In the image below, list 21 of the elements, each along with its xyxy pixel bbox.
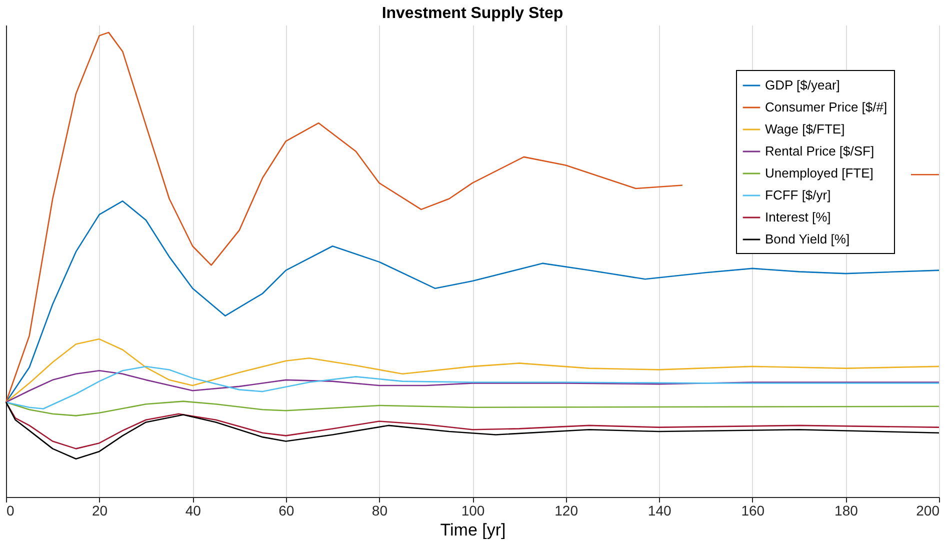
x-tick-label: 160 xyxy=(741,502,765,518)
legend-label: Wage [$/FTE] xyxy=(765,122,845,136)
legend-label: Unemployed [FTE] xyxy=(765,166,874,180)
x-tick-label: 0 xyxy=(6,502,14,518)
legend-label: Interest [%] xyxy=(765,210,831,224)
x-tick-label: 60 xyxy=(278,502,294,518)
x-tick-label: 200 xyxy=(916,502,940,518)
x-tick-label: 40 xyxy=(185,502,202,518)
x-tick-label: 20 xyxy=(92,502,108,518)
legend-label: FCFF [$/yr] xyxy=(765,188,831,202)
legend-label: Rental Price [$/SF] xyxy=(765,144,874,158)
legend-label: GDP [$/year] xyxy=(765,78,840,92)
x-tick-label: 180 xyxy=(834,502,858,518)
x-axis-title: Time [yr] xyxy=(440,520,506,540)
x-tick-label: 80 xyxy=(372,502,388,518)
x-tick-label: 140 xyxy=(648,502,672,518)
chart-title: Investment Supply Step xyxy=(382,5,564,22)
x-tick-label: 120 xyxy=(554,502,578,518)
legend-label: Consumer Price [$/#] xyxy=(765,100,888,114)
x-tick-label: 100 xyxy=(461,502,485,518)
legend-label: Bond Yield [%] xyxy=(765,232,850,246)
